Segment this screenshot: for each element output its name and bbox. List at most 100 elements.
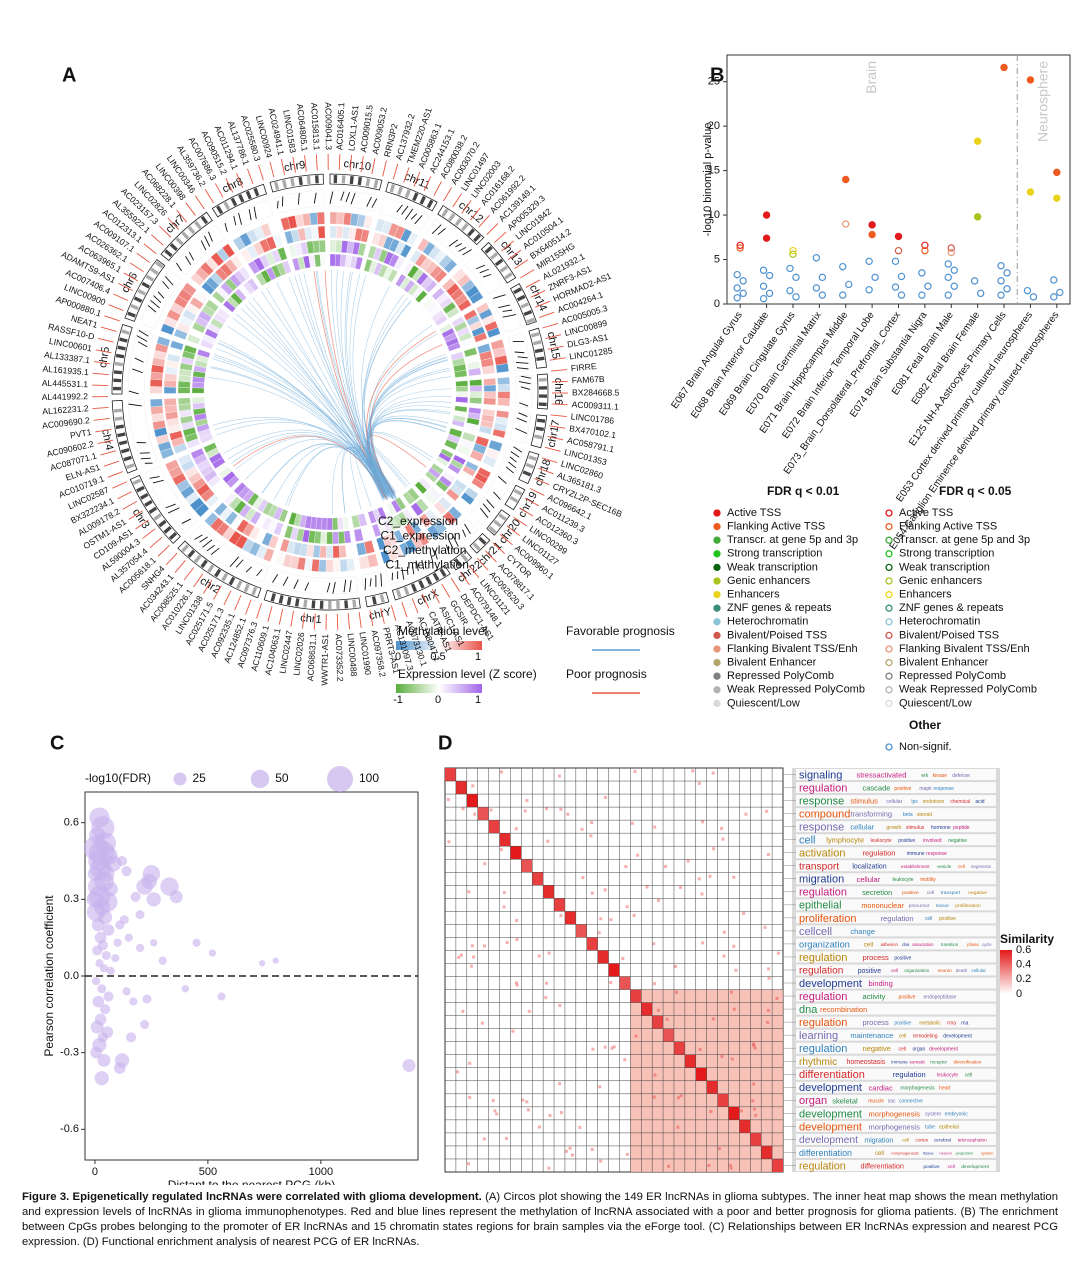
heatmap-noise <box>525 1100 529 1104</box>
heatmap-noise <box>657 898 661 902</box>
heat-cell <box>329 211 338 225</box>
word: immune <box>891 1059 908 1064</box>
track-line <box>350 192 356 205</box>
heatmap-noise <box>504 1136 508 1140</box>
track-line <box>369 578 372 587</box>
track-line <box>493 294 506 299</box>
gene-connector <box>98 337 114 343</box>
word: tube <box>925 1125 935 1131</box>
gene-connector <box>484 550 497 563</box>
heat-cell <box>469 379 483 387</box>
ideogram-band <box>119 337 128 343</box>
wordcloud-row <box>796 834 996 846</box>
track-line <box>128 403 142 407</box>
legend-label: Active TSS <box>899 507 953 519</box>
word: cardiac <box>869 1083 893 1092</box>
y-tick-label: 15 <box>708 165 720 177</box>
word: development <box>929 1047 958 1053</box>
heatmap-noise <box>546 839 550 843</box>
y-tick-label: 20 <box>708 120 720 132</box>
track-line <box>515 427 528 434</box>
bubble <box>142 994 152 1004</box>
gene-connector <box>313 613 316 630</box>
section-label: Neurosphere <box>1034 61 1050 142</box>
word: remodeling <box>913 1033 938 1039</box>
gene-connector <box>535 300 551 308</box>
word: negative <box>863 1044 891 1053</box>
panel-label: C <box>50 732 64 754</box>
heat-cell <box>456 444 472 457</box>
gene-connector <box>486 223 499 236</box>
heatmap-noise <box>744 812 748 816</box>
bubble <box>130 891 141 902</box>
legend-marker <box>713 590 721 599</box>
heatmap-noise <box>525 798 529 802</box>
heatmap-block <box>510 846 522 860</box>
heatmap-noise <box>599 1159 603 1163</box>
gene-label: AL441992.2 <box>42 391 89 402</box>
word: erk <box>921 773 928 779</box>
ideogram-band <box>478 536 487 545</box>
heatmap-noise <box>676 1125 680 1129</box>
point <box>973 137 982 145</box>
y-tick-label: 0 <box>714 298 720 310</box>
gene-connector <box>167 217 179 230</box>
word: development <box>799 1108 862 1120</box>
word: growth <box>886 825 901 831</box>
gene-connector <box>431 588 440 604</box>
word: involved <box>923 838 942 844</box>
word: organ <box>913 1047 926 1053</box>
track-line <box>206 544 215 552</box>
track-line <box>233 215 237 226</box>
gene-connector <box>452 193 462 208</box>
heat-cell <box>371 523 382 538</box>
ideogram-band <box>344 600 349 609</box>
word: peptide <box>953 825 970 831</box>
ideogram-band <box>538 394 547 398</box>
track-line <box>497 476 507 484</box>
track-line <box>149 476 160 479</box>
link <box>210 367 385 498</box>
heatmap-noise <box>625 905 629 909</box>
legend-marker <box>713 631 721 640</box>
heatmap-noise <box>598 1085 602 1089</box>
ideogram-band <box>467 228 475 237</box>
legend-tick: 0.5 <box>430 651 445 663</box>
link <box>261 443 386 498</box>
word: localization <box>852 864 886 871</box>
word: development <box>943 1033 972 1039</box>
word: positive <box>923 1164 940 1170</box>
bubble <box>126 1032 137 1043</box>
heatmap-noise <box>664 864 668 868</box>
heatmap-noise <box>521 1098 525 1102</box>
heat-cell <box>414 481 428 495</box>
heatmap-noise <box>717 1147 721 1151</box>
word: cell <box>925 916 933 922</box>
gene-connector <box>157 545 170 557</box>
legend-tick: 0 <box>435 694 441 706</box>
heat-cell <box>183 344 198 355</box>
gene-label: LINC02026 <box>291 632 306 677</box>
gene-connector <box>538 311 555 318</box>
track-line <box>445 544 450 553</box>
word: lymphocyte <box>826 836 864 845</box>
heat-cell <box>435 479 449 493</box>
gene-connector <box>107 471 123 478</box>
legend-label: Heterochromatin <box>727 616 808 628</box>
size-legend-title: -log10(FDR) <box>85 771 151 785</box>
word: morphogenesis <box>869 1109 921 1118</box>
heatmap-noise <box>732 875 736 879</box>
legend-marker <box>885 672 893 680</box>
wordcloud-row <box>796 1120 996 1132</box>
heatmap-noise <box>636 853 640 857</box>
wordcloud-row <box>796 990 996 1002</box>
heat-cell <box>288 511 298 526</box>
track-line <box>458 246 467 252</box>
wordcloud-row <box>796 860 996 872</box>
wordcloud-row <box>796 1029 996 1041</box>
heatmap-noise <box>732 944 736 948</box>
gene-connector <box>100 450 117 456</box>
point <box>1050 276 1058 284</box>
heat-cell <box>318 239 326 253</box>
word: migration <box>864 1137 893 1144</box>
